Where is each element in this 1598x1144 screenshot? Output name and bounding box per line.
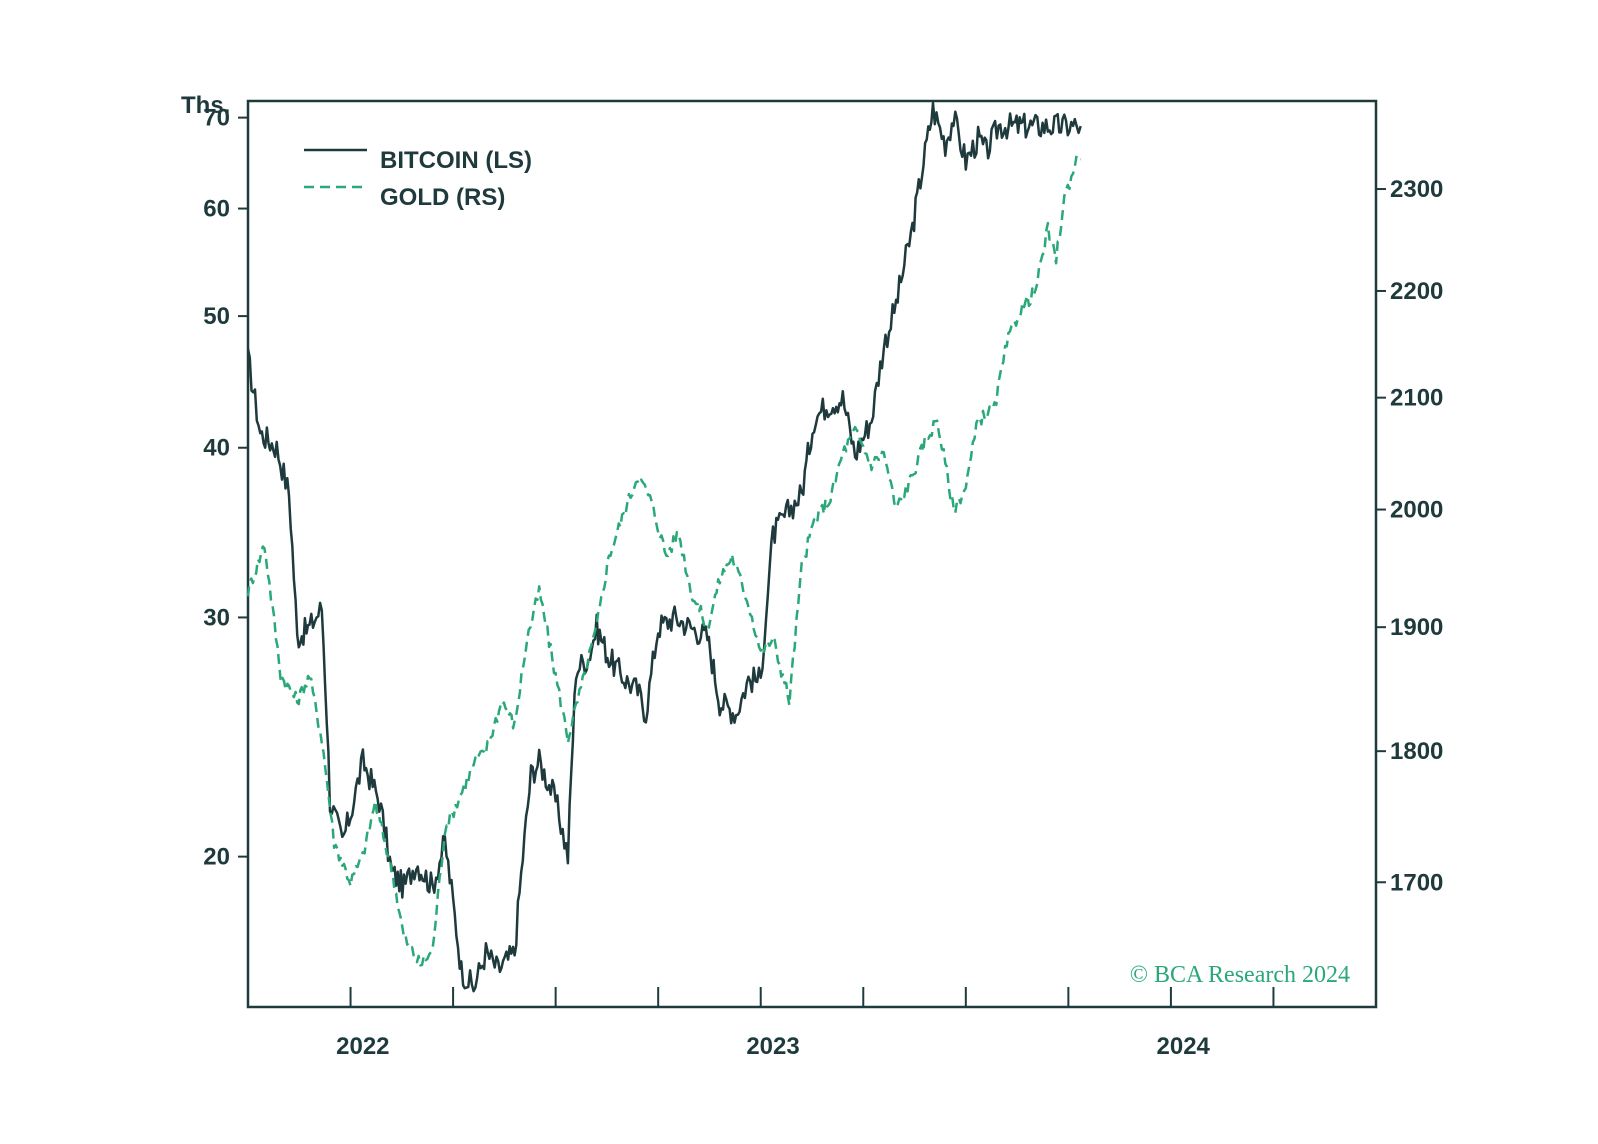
- left-tick-label: 60: [203, 196, 230, 223]
- plot-frame: [246, 99, 1378, 1009]
- left-axis-unit: Ths.: [181, 92, 230, 119]
- right-tick-label: 2200: [1390, 278, 1443, 305]
- right-axis-ticks: 1700 1800 1900 2000 2100 2200 2300: [1376, 176, 1443, 896]
- bitcoin-series-line: [246, 101, 1082, 993]
- x-tick-label: 2023: [746, 1033, 799, 1060]
- right-tick-label: 1700: [1390, 869, 1443, 896]
- gold-series-line: [246, 154, 1082, 967]
- left-tick-label: 50: [203, 303, 230, 330]
- right-tick-label: 2000: [1390, 497, 1443, 524]
- right-tick-label: 1800: [1390, 738, 1443, 765]
- right-tick-label: 1900: [1390, 614, 1443, 641]
- left-tick-label: 30: [203, 604, 230, 631]
- copyright-text: © BCA Research 2024: [1130, 962, 1350, 988]
- x-tick-label: 2024: [1157, 1033, 1211, 1060]
- series-layer: [246, 101, 1082, 993]
- legend-label-bitcoin: BITCOIN (LS): [380, 147, 532, 174]
- x-axis-ticks: 2022 2023 2024: [336, 987, 1275, 1060]
- left-axis-ticks: 20 30 40 50 60 70: [203, 105, 248, 871]
- left-tick-label: 70: [203, 105, 230, 132]
- right-tick-label: 2300: [1390, 176, 1443, 203]
- left-tick-label: 40: [203, 435, 230, 462]
- legend-label-gold: GOLD (RS): [380, 184, 505, 211]
- left-tick-label: 20: [203, 844, 230, 871]
- x-tick-label: 2022: [336, 1033, 389, 1060]
- legend: BITCOIN (LS) GOLD (RS): [304, 147, 532, 211]
- right-tick-label: 2100: [1390, 385, 1443, 412]
